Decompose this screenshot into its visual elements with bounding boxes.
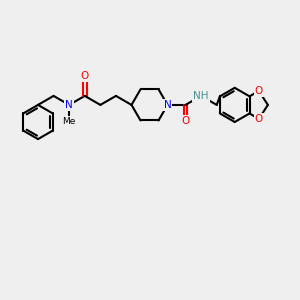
Text: Me: Me	[62, 117, 76, 126]
Text: O: O	[81, 71, 89, 81]
Text: O: O	[182, 116, 190, 126]
Text: NH: NH	[194, 91, 209, 101]
Text: O: O	[255, 114, 263, 124]
Text: N: N	[164, 100, 171, 110]
Text: O: O	[255, 86, 263, 96]
Text: N: N	[65, 100, 73, 110]
